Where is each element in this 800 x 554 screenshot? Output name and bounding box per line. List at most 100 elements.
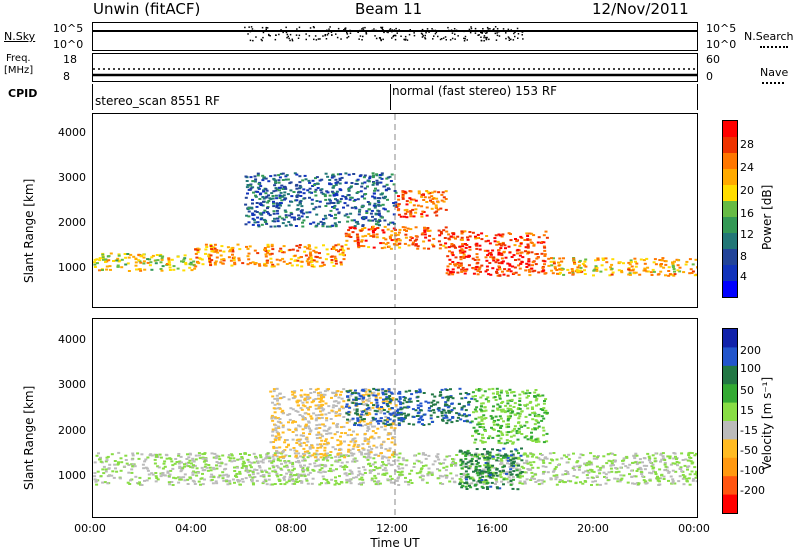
heatmap-cell xyxy=(633,482,637,485)
heatmap-cell xyxy=(540,252,544,255)
heatmap-cell xyxy=(194,248,198,251)
heatmap-cell xyxy=(274,437,278,439)
heatmap-cell xyxy=(372,404,375,407)
heatmap-cell xyxy=(495,459,499,462)
heatmap-cell xyxy=(452,480,456,483)
heatmap-cell xyxy=(484,453,488,456)
heatmap-cell xyxy=(576,465,580,468)
heatmap-cell xyxy=(417,192,421,195)
heatmap-cell xyxy=(435,197,439,200)
heatmap-cell xyxy=(264,250,268,253)
heatmap-cell xyxy=(172,268,176,271)
heatmap-cell xyxy=(592,274,595,277)
heatmap-cell xyxy=(203,469,207,472)
heatmap-cell xyxy=(366,201,370,203)
heatmap-cell xyxy=(372,444,376,447)
heatmap-cell xyxy=(432,202,436,205)
heatmap-cell xyxy=(213,247,217,250)
heatmap-cell xyxy=(323,193,327,196)
heatmap-cell xyxy=(279,483,283,485)
heatmap-cell xyxy=(430,474,434,476)
nsky-point xyxy=(347,35,350,38)
heatmap-cell xyxy=(340,461,344,464)
heatmap-cell xyxy=(396,459,400,462)
heatmap-cell xyxy=(278,407,282,410)
heatmap-cell xyxy=(416,407,420,409)
heatmap-cell xyxy=(538,395,542,398)
heatmap-cell xyxy=(387,423,391,426)
heatmap-cell xyxy=(326,455,330,458)
nsky-point xyxy=(275,34,277,36)
heatmap-cell xyxy=(320,445,324,447)
heatmap-cell xyxy=(274,181,278,184)
heatmap-cell xyxy=(292,191,296,193)
heatmap-cell xyxy=(486,450,490,453)
heatmap-cell xyxy=(520,459,524,462)
heatmap-cell xyxy=(300,389,303,392)
heatmap-cell xyxy=(211,249,215,252)
heatmap-cell xyxy=(374,398,378,401)
heatmap-cell xyxy=(297,461,301,464)
heatmap-cell xyxy=(610,462,614,465)
heatmap-cell xyxy=(523,482,527,485)
heatmap-cell xyxy=(501,270,504,273)
heatmap-cell xyxy=(312,398,316,401)
heatmap-cell xyxy=(468,235,472,238)
heatmap-cell xyxy=(537,479,541,482)
heatmap-cell xyxy=(514,448,518,451)
heatmap-cell xyxy=(644,482,648,485)
heatmap-cell xyxy=(672,268,676,270)
heatmap-cell xyxy=(180,468,184,471)
heatmap-cell xyxy=(621,459,624,462)
heatmap-cell xyxy=(316,392,320,395)
vel-cb-tick-neg50: -50 xyxy=(740,444,758,457)
heatmap-cell xyxy=(326,459,330,462)
heatmap-cell xyxy=(301,225,305,228)
heatmap-cell xyxy=(486,456,490,459)
heatmap-cell xyxy=(472,470,475,473)
heatmap-cell xyxy=(259,213,263,216)
heatmap-cell xyxy=(464,462,468,465)
heatmap-cell xyxy=(335,249,339,252)
heatmap-cell xyxy=(344,235,348,238)
heatmap-cell xyxy=(651,463,655,466)
heatmap-cell xyxy=(501,400,505,403)
heatmap-cell xyxy=(518,407,522,410)
heatmap-cell xyxy=(647,455,651,458)
nsky-point xyxy=(398,29,400,31)
heatmap-cell xyxy=(383,412,387,415)
heatmap-cell xyxy=(381,229,385,232)
heatmap-cell xyxy=(322,244,325,247)
heatmap-cell xyxy=(181,467,185,470)
heatmap-cell xyxy=(405,208,409,211)
heatmap-cell xyxy=(358,175,362,178)
heatmap-cell xyxy=(374,223,378,226)
heatmap-cell xyxy=(509,239,513,242)
heatmap-cell xyxy=(473,441,477,444)
heatmap-cell xyxy=(539,452,542,455)
heatmap-cell xyxy=(346,204,350,207)
heatmap-cell xyxy=(287,398,291,401)
heatmap-cell xyxy=(309,392,313,394)
heatmap-cell xyxy=(198,454,201,457)
heatmap-cell xyxy=(194,454,198,457)
heatmap-cell xyxy=(331,422,335,425)
heatmap-cell xyxy=(308,430,312,433)
heatmap-cell xyxy=(530,471,534,474)
heatmap-cell xyxy=(430,401,434,404)
heatmap-cell xyxy=(416,404,420,407)
heatmap-cell xyxy=(575,476,579,479)
heatmap-cell xyxy=(267,472,271,475)
heatmap-cell xyxy=(486,488,489,490)
heatmap-cell xyxy=(463,413,466,416)
heatmap-cell xyxy=(355,410,359,413)
heatmap-cell xyxy=(300,265,304,268)
heatmap-cell xyxy=(388,401,392,404)
nsky-point xyxy=(327,32,330,35)
heatmap-cell xyxy=(383,208,387,211)
nsky-point xyxy=(313,26,315,29)
heatmap-cell xyxy=(589,461,593,464)
heatmap-cell xyxy=(528,232,532,235)
nsky-point xyxy=(346,31,348,34)
heatmap-cell xyxy=(513,244,517,247)
